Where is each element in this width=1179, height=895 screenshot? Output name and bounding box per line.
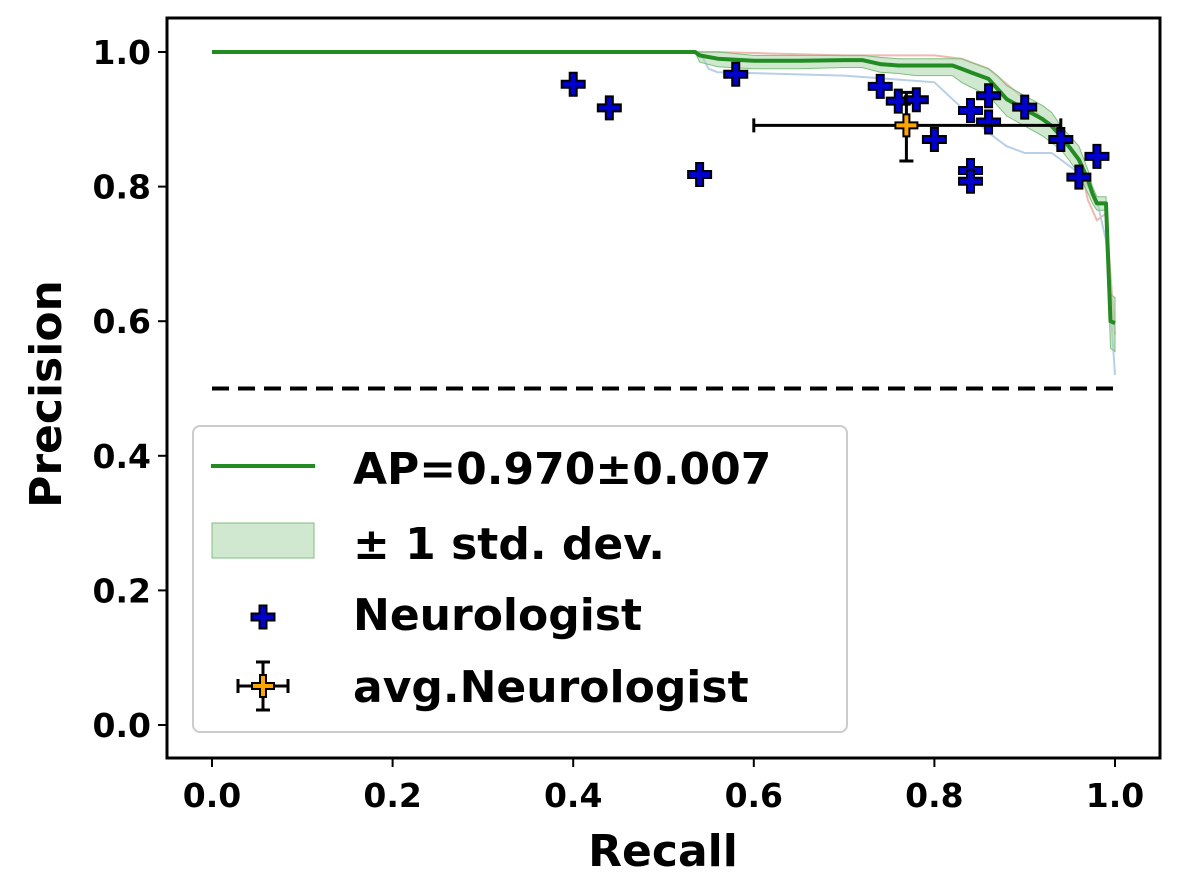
x-tick-label-3: 0.6 bbox=[725, 776, 783, 815]
x-tick-label-5: 1.0 bbox=[1086, 776, 1144, 815]
x-axis-title: Recall bbox=[588, 826, 738, 877]
pr-curve bbox=[212, 50, 1116, 326]
neurologist-point-12 bbox=[976, 83, 1002, 109]
legend-box bbox=[192, 425, 848, 733]
neurologist-point-16 bbox=[1066, 164, 1092, 190]
neurologist-point-2 bbox=[596, 95, 622, 121]
legend: AP=0.970±0.007 ± 1 std. dev. Neurologist… bbox=[192, 425, 848, 733]
legend-neurologist-plus bbox=[250, 604, 276, 630]
neurologist-point-9 bbox=[958, 98, 984, 124]
std-band-area bbox=[212, 51, 1116, 353]
x-tick-label-4: 0.8 bbox=[905, 776, 963, 815]
neurologist-point-5 bbox=[867, 73, 893, 99]
y-tick-label-4: 0.8 bbox=[93, 168, 151, 207]
neurologist-point-8 bbox=[921, 126, 947, 152]
y-tick-label-2: 0.4 bbox=[93, 437, 151, 476]
y-tick-label-1: 0.2 bbox=[93, 571, 151, 610]
legend-avg-marker bbox=[236, 660, 290, 712]
legend-neurologist-label: Neurologist bbox=[353, 590, 642, 641]
legend-avg-label: avg.Neurologist bbox=[353, 662, 749, 713]
neurologist-point-14 bbox=[1012, 94, 1038, 120]
neurologist-point-1 bbox=[560, 71, 586, 97]
legend-neurologist-marker bbox=[250, 604, 276, 630]
neurologist-point-4 bbox=[723, 61, 749, 87]
neurologist-point-15 bbox=[1048, 126, 1074, 152]
legend-avg-plus bbox=[251, 674, 275, 698]
x-axis-ticks: 0.0 0.2 0.4 0.6 0.8 1.0 bbox=[183, 758, 1144, 815]
neurologist-point-17 bbox=[1084, 143, 1110, 169]
y-tick-label-0: 0.0 bbox=[93, 706, 151, 745]
neurologist-point-7 bbox=[903, 87, 929, 113]
plot-frame bbox=[165, 16, 1162, 760]
fold-curves bbox=[212, 51, 1116, 376]
y-axis-ticks: 0.0 0.2 0.4 0.6 0.8 1.0 bbox=[93, 33, 167, 745]
x-tick-label-1: 0.2 bbox=[363, 776, 421, 815]
y-tick-label-5: 1.0 bbox=[93, 33, 151, 72]
neurologist-point-13 bbox=[976, 109, 1002, 135]
legend-band-swatch bbox=[211, 522, 315, 559]
legend-band-label: ± 1 std. dev. bbox=[353, 519, 665, 570]
x-tick-label-2: 0.4 bbox=[544, 776, 602, 815]
avg-neurologist-point bbox=[752, 90, 1063, 163]
neurologist-point-11 bbox=[958, 168, 984, 194]
y-axis-title: Precision bbox=[21, 280, 72, 508]
legend-curve-label: AP=0.970±0.007 bbox=[353, 444, 771, 495]
avg-neurologist-marker bbox=[894, 113, 919, 138]
neurologist-point-6 bbox=[885, 88, 911, 114]
fold-curve-2 bbox=[212, 51, 1116, 376]
std-band bbox=[212, 51, 1116, 353]
pr-curve-line bbox=[212, 50, 1116, 326]
y-tick-label-3: 0.6 bbox=[93, 302, 151, 341]
x-tick-label-0: 0.0 bbox=[183, 776, 241, 815]
neurologist-point-3 bbox=[687, 161, 713, 187]
neurologist-points bbox=[560, 61, 1110, 194]
